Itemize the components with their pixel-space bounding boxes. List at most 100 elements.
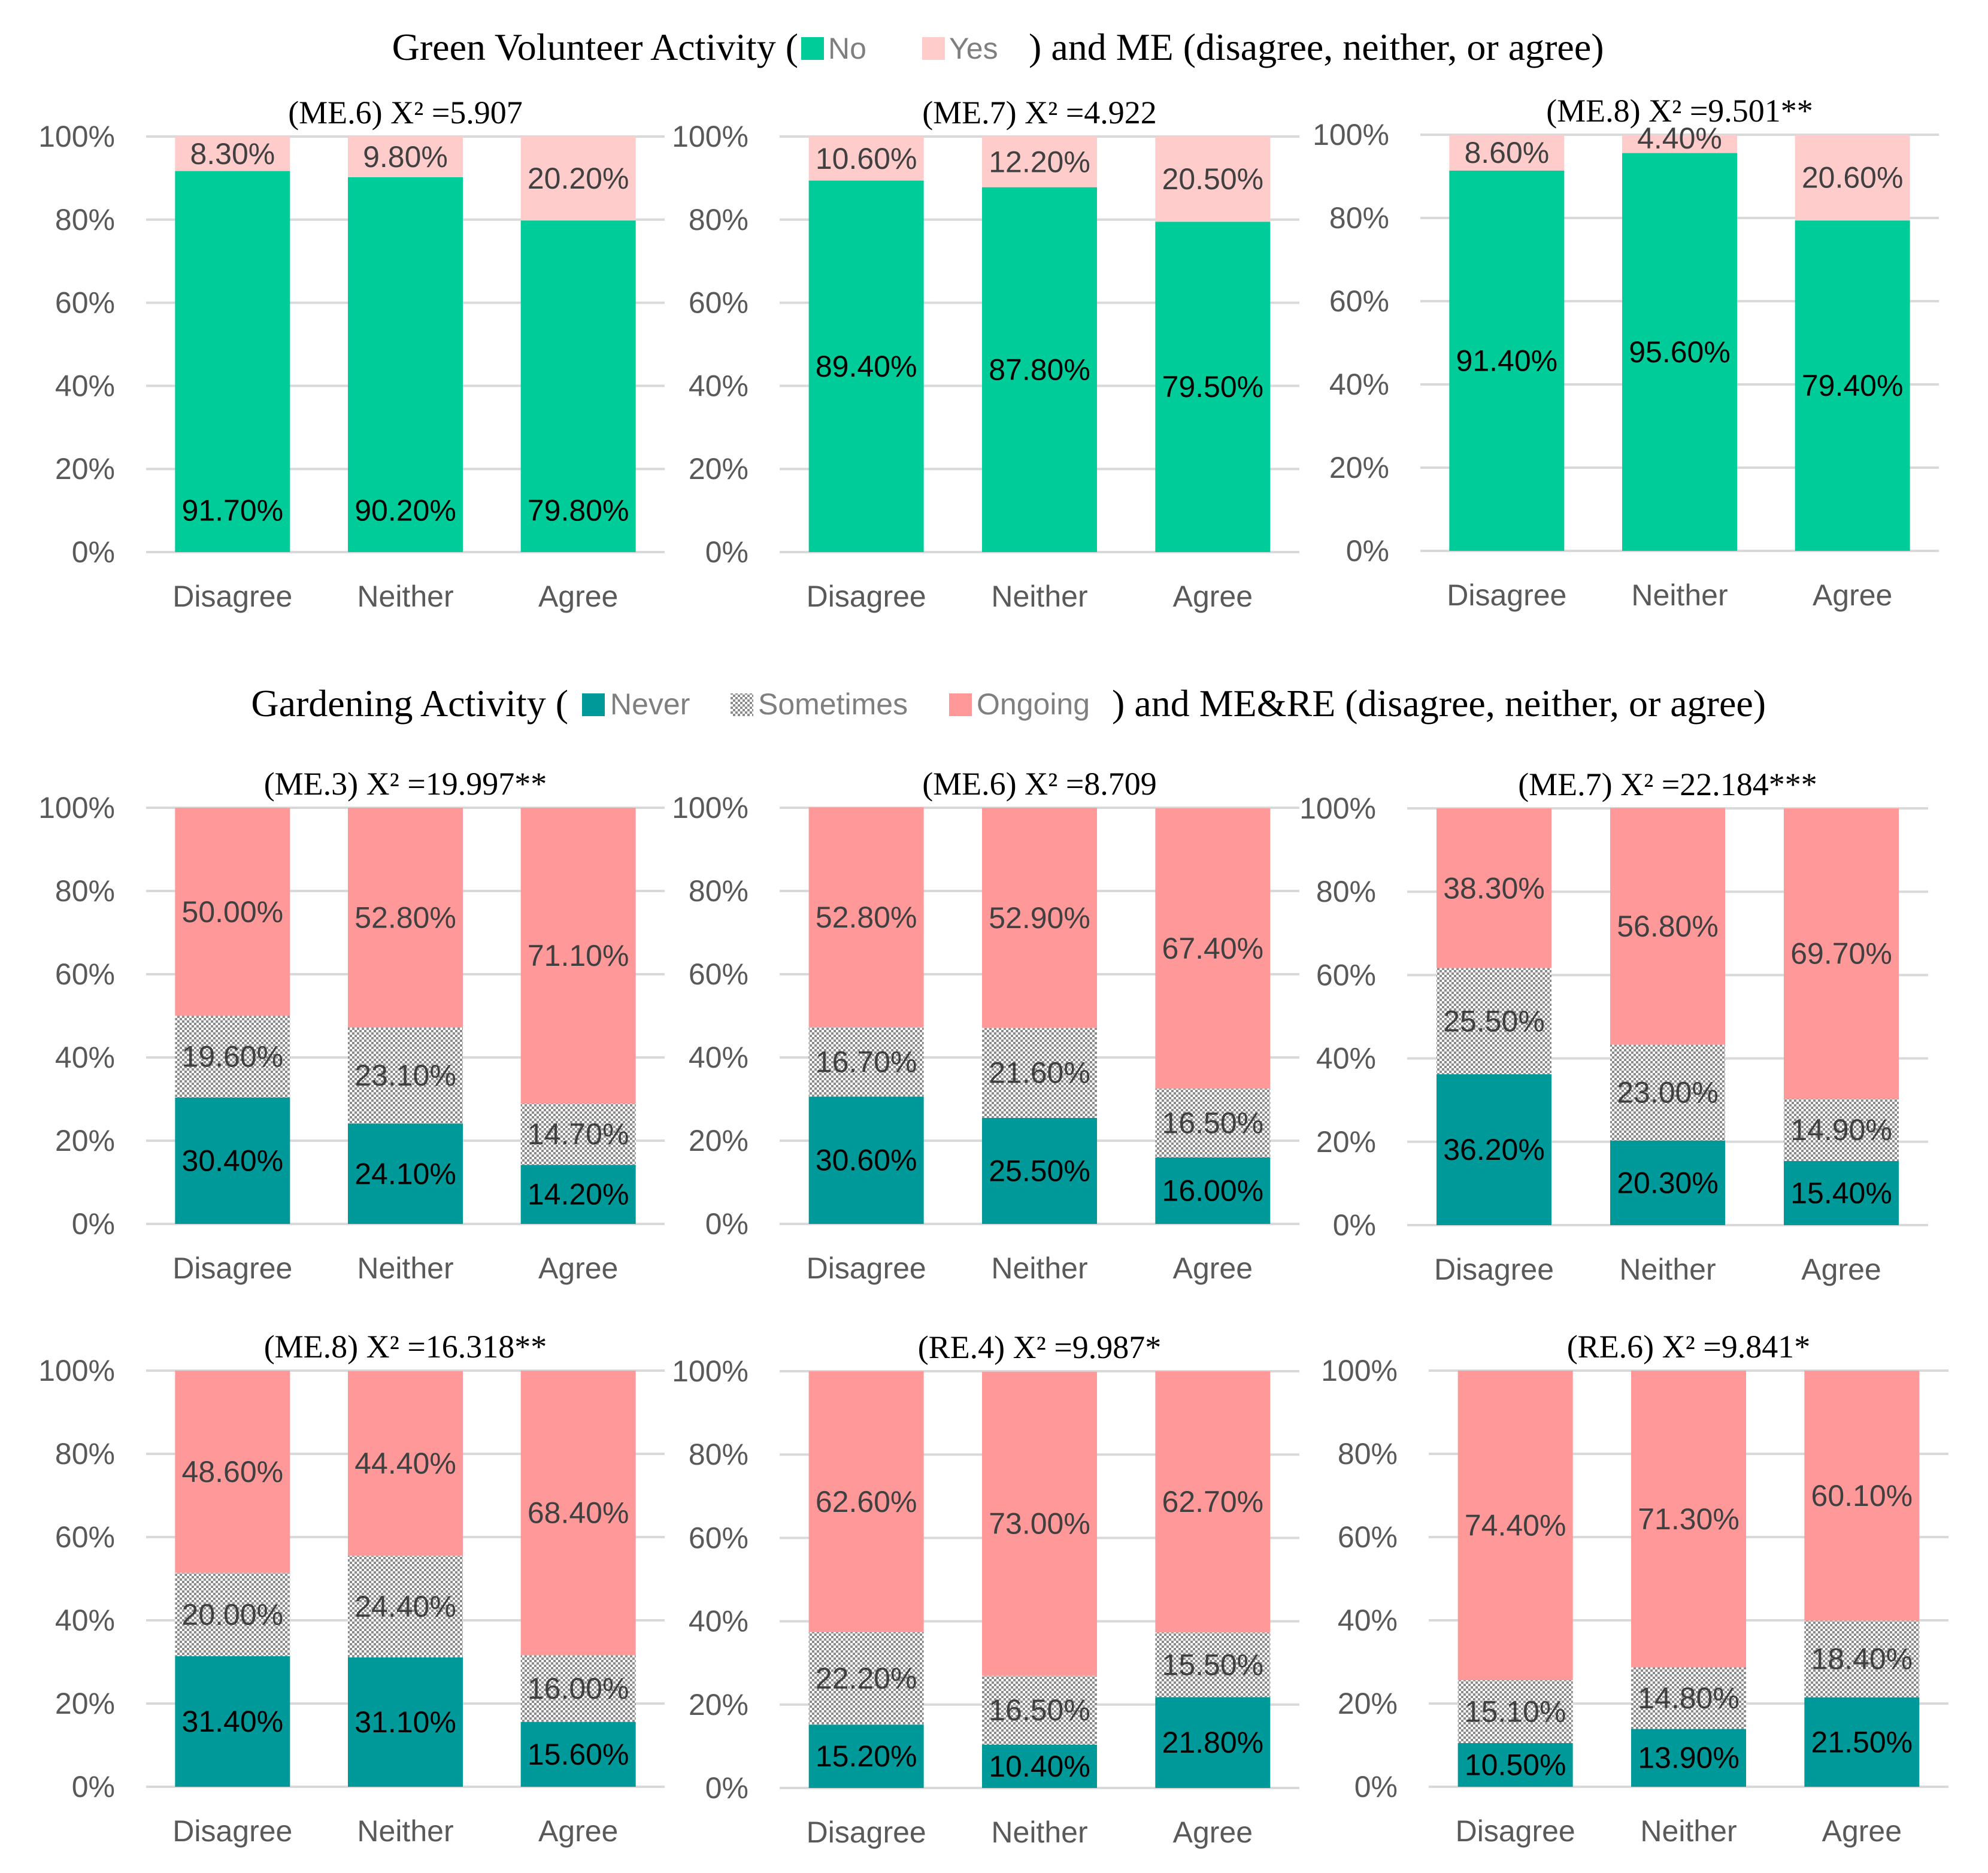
chart-panel: 0% 20% 40% 60% 80% 100% 91.70% 8.30% Disagree 90.…	[38, 95, 665, 613]
x-category-label: Neither	[991, 1251, 1087, 1285]
data-label: 10.50%	[1465, 1748, 1566, 1782]
chart-title: (ME.6) X² =8.709	[922, 766, 1157, 802]
bar-segment-ongoing	[982, 808, 1097, 1028]
x-category-label: Agree	[538, 580, 618, 613]
y-tick-label: 80%	[689, 203, 748, 237]
bar-segment-yes	[520, 137, 636, 221]
bar-segment-ongoing	[348, 808, 463, 1028]
x-category-label: Neither	[1640, 1814, 1737, 1848]
x-category-label: Disagree	[1434, 1253, 1554, 1286]
y-tick-label: 0%	[705, 1207, 748, 1241]
chart-panel: 0% 20% 40% 60% 80% 100% 15.20% 22.20% 62.60% Disa…	[672, 1329, 1299, 1849]
data-label: 20.50%	[1162, 162, 1264, 196]
y-tick-label: 40%	[1329, 368, 1389, 401]
data-label: 60.10%	[1811, 1479, 1913, 1513]
data-label: 14.80%	[1638, 1681, 1740, 1715]
bar-segment-never	[348, 1123, 463, 1224]
chart-title: (RE.4) X² =9.987*	[918, 1329, 1162, 1365]
bar-segment-ongoing	[1155, 1371, 1271, 1633]
x-category-label: Neither	[1631, 578, 1728, 612]
bar-segment-no	[348, 177, 463, 553]
data-label: 87.80%	[989, 353, 1090, 386]
x-category-label: Disagree	[172, 1251, 292, 1285]
data-label: 79.50%	[1162, 370, 1264, 404]
legend-label-sometimes: Sometimes	[758, 687, 908, 721]
x-category-label: Disagree	[1447, 578, 1566, 612]
y-tick-label: 80%	[55, 203, 115, 237]
bar-segment-no	[982, 187, 1097, 553]
y-tick-label: 60%	[689, 1521, 748, 1554]
y-tick-label: 100%	[672, 791, 748, 825]
legend-swatch-never	[582, 693, 605, 716]
data-label: 16.50%	[1162, 1106, 1264, 1139]
section-header-volunteer: Green Volunteer Activity ( No Yes ) and …	[392, 26, 1604, 68]
y-tick-label: 40%	[689, 1041, 748, 1074]
bar-segment-no	[1795, 220, 1910, 551]
data-label: 79.80%	[528, 494, 629, 528]
y-tick-label: 100%	[1299, 792, 1376, 825]
data-label: 16.00%	[1162, 1174, 1264, 1207]
y-tick-label: 60%	[55, 286, 115, 320]
data-label: 20.20%	[528, 162, 629, 195]
data-label: 15.20%	[816, 1739, 917, 1773]
data-label: 79.40%	[1802, 369, 1904, 402]
bar-segment-sometimes	[1437, 968, 1551, 1075]
x-category-label: Disagree	[1456, 1814, 1575, 1848]
bar-segment-never	[1610, 1140, 1725, 1225]
chart-title: (ME.8) X² =16.318**	[264, 1329, 547, 1365]
y-tick-label: 0%	[1346, 534, 1389, 568]
y-tick-label: 60%	[1316, 958, 1376, 992]
data-label: 44.40%	[354, 1447, 456, 1480]
y-tick-label: 40%	[55, 1041, 115, 1074]
x-category-label: Agree	[1822, 1814, 1902, 1848]
bar-segment-sometimes	[1155, 1632, 1271, 1698]
y-tick-label: 20%	[55, 1124, 115, 1157]
y-tick-label: 40%	[55, 1604, 115, 1637]
data-label: 52.90%	[989, 901, 1090, 935]
x-category-label: Disagree	[807, 1251, 926, 1285]
y-tick-label: 0%	[72, 1207, 115, 1241]
data-label: 24.40%	[354, 1590, 456, 1623]
data-label: 73.00%	[989, 1507, 1090, 1541]
y-tick-label: 20%	[55, 452, 115, 486]
y-tick-label: 20%	[1316, 1125, 1376, 1159]
data-label: 15.60%	[528, 1738, 629, 1771]
y-tick-label: 80%	[1329, 201, 1389, 235]
x-category-label: Disagree	[172, 1814, 292, 1848]
y-tick-label: 0%	[705, 535, 748, 569]
data-label: 9.80%	[363, 140, 448, 174]
x-category-label: Neither	[991, 1816, 1087, 1849]
y-tick-label: 40%	[1338, 1604, 1398, 1637]
y-tick-label: 100%	[38, 1354, 115, 1387]
bar-segment-never	[982, 1117, 1097, 1224]
x-category-label: Neither	[357, 1251, 453, 1285]
bar-segment-no	[1155, 222, 1271, 552]
y-tick-label: 20%	[1329, 451, 1389, 484]
data-label: 23.00%	[1617, 1076, 1719, 1110]
legend-label-never: Never	[610, 687, 690, 721]
bar-segment-ongoing	[982, 1371, 1097, 1676]
bar-segment-sometimes	[1631, 1667, 1746, 1729]
bar-segment-never	[808, 1725, 924, 1788]
bar-segment-ongoing	[1457, 1371, 1573, 1681]
data-label: 21.80%	[1162, 1726, 1264, 1759]
y-tick-label: 60%	[55, 957, 115, 991]
data-label: 68.40%	[528, 1496, 629, 1530]
data-label: 91.40%	[1456, 344, 1558, 377]
y-tick-label: 80%	[1316, 875, 1376, 908]
data-label: 23.10%	[354, 1059, 456, 1092]
data-label: 56.80%	[1617, 910, 1719, 943]
bar-segment-no	[808, 180, 924, 553]
bar-segment-yes	[1622, 135, 1737, 153]
y-tick-label: 80%	[55, 1437, 115, 1471]
y-tick-label: 0%	[705, 1771, 748, 1805]
data-label: 52.80%	[816, 901, 917, 934]
data-label: 20.60%	[1802, 161, 1904, 195]
bar-segment-yes	[1155, 137, 1271, 222]
bar-segment-never	[520, 1722, 636, 1787]
bar-segment-sometimes	[808, 1632, 924, 1725]
chart-title: (ME.7) X² =22.184***	[1518, 766, 1817, 802]
bar-segment-never	[1155, 1157, 1271, 1224]
chart-panel: 0% 20% 40% 60% 80% 100% 31.40% 20.00% 48.60% Disa…	[38, 1329, 665, 1848]
legend-swatch-yes	[922, 37, 945, 60]
